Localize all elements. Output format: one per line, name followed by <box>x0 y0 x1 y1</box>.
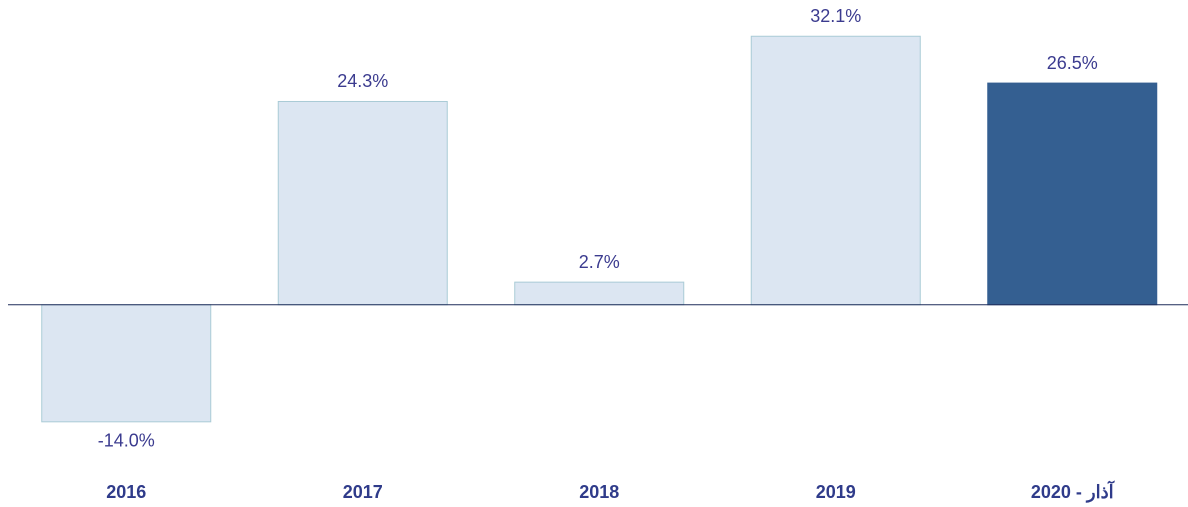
value-label: -14.0% <box>98 431 155 451</box>
value-label: 2.7% <box>579 252 620 272</box>
x-tick-label: 2017 <box>343 482 383 502</box>
bar <box>750 35 921 306</box>
value-label: 32.1% <box>810 6 861 26</box>
bar <box>514 281 685 306</box>
x-tick-label: 2018 <box>579 482 619 502</box>
x-tick-label: 2020 - آذار <box>1031 480 1116 503</box>
bar <box>987 82 1158 306</box>
value-label: 26.5% <box>1047 53 1098 73</box>
x-tick-label: 2019 <box>816 482 856 502</box>
bar <box>277 100 448 306</box>
bar <box>41 304 212 423</box>
x-tick-label: 2016 <box>106 482 146 502</box>
value-label: 24.3% <box>337 71 388 91</box>
